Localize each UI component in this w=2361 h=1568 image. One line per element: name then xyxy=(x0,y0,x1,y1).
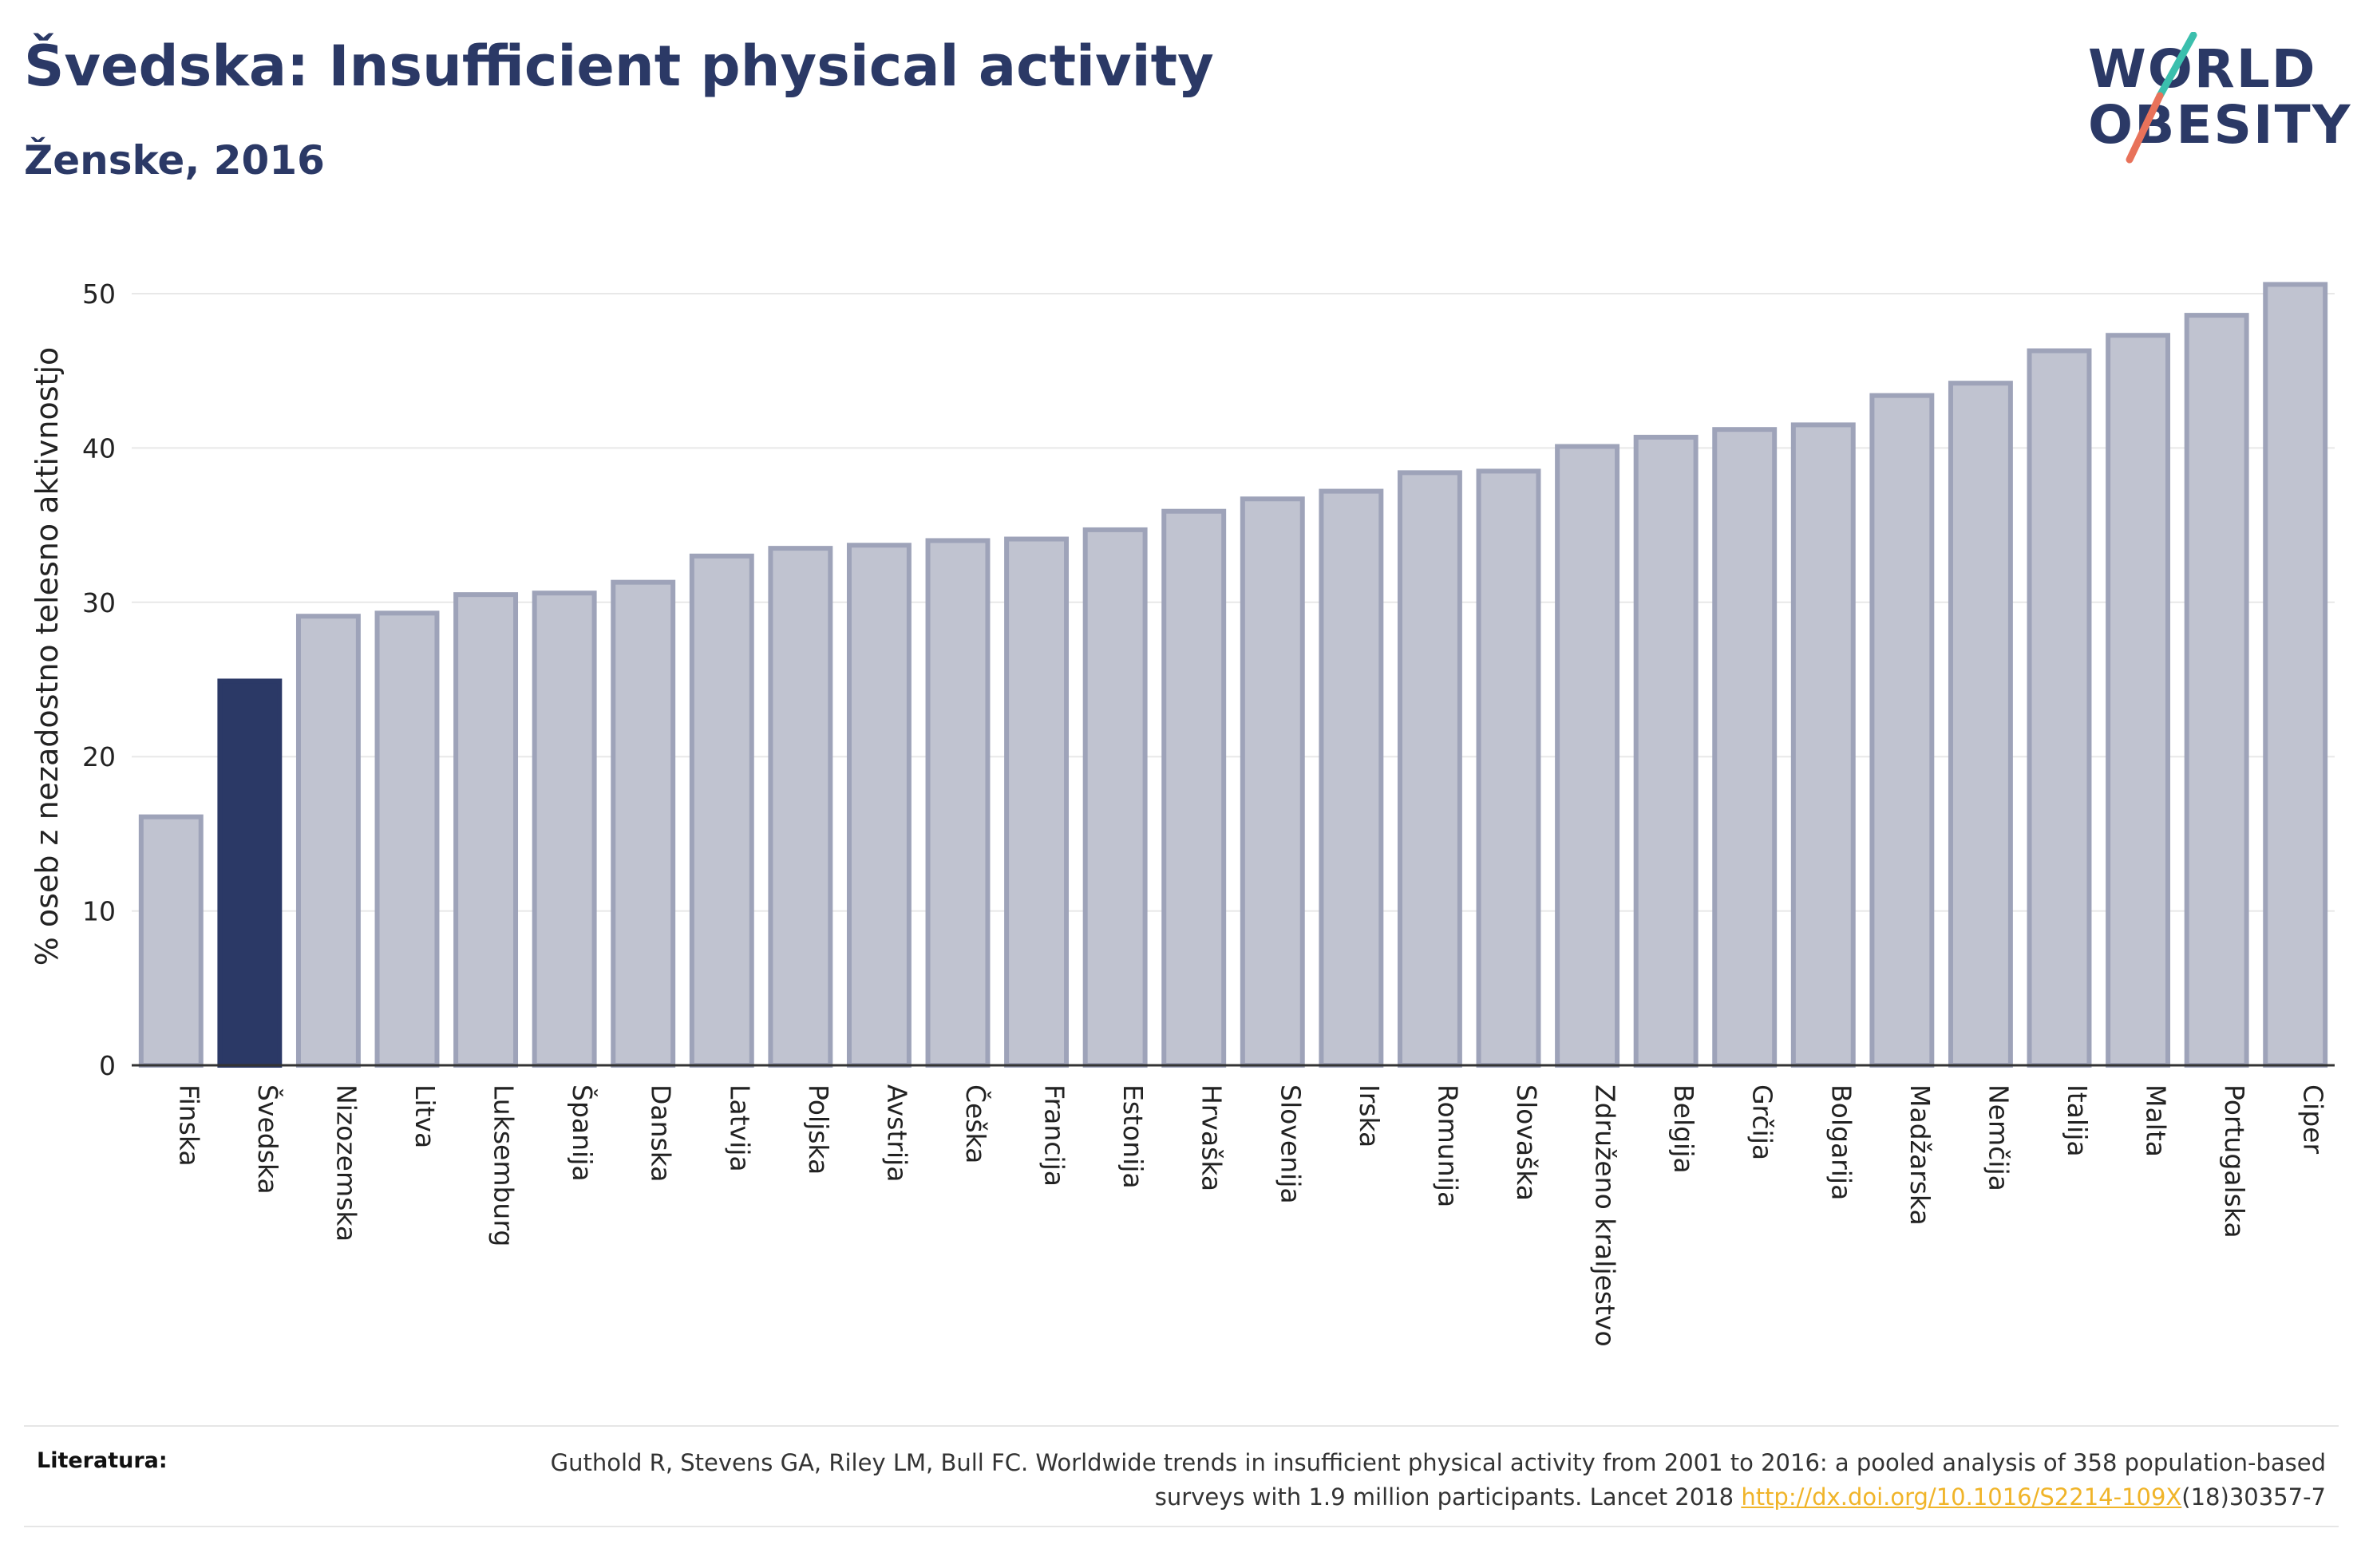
bar xyxy=(532,590,597,1068)
chart-title: Švedska: Insufficient physical activity xyxy=(24,34,1214,99)
x-tick-label: Latvija xyxy=(724,1084,755,1172)
y-tick-label: 50 xyxy=(82,278,116,310)
citation-text: Guthold R, Stevens GA, Riley LM, Bull FC… xyxy=(550,1449,2326,1511)
bar xyxy=(689,553,754,1068)
logo-line-1: WORLD xyxy=(2088,38,2317,100)
bar xyxy=(925,538,991,1068)
bar xyxy=(138,814,204,1068)
bar xyxy=(846,543,912,1068)
x-tick-label: Slovenija xyxy=(1275,1084,1306,1204)
x-tick-label: Nemčija xyxy=(1983,1084,2014,1191)
bar xyxy=(611,579,676,1068)
footer-label: Literatura: xyxy=(37,1448,168,1473)
bar xyxy=(768,546,833,1068)
bar xyxy=(1476,468,1541,1068)
logo-slash-icon xyxy=(2126,32,2197,164)
x-tick-label: Luksemburg xyxy=(488,1084,520,1246)
x-tick-label: Ciper xyxy=(2298,1084,2329,1154)
logo-line-2: OBESITY xyxy=(2088,94,2352,156)
bar xyxy=(295,614,361,1068)
x-tick-label: Finska xyxy=(173,1084,204,1167)
bar xyxy=(1633,434,1699,1068)
bar xyxy=(2184,313,2249,1068)
bar xyxy=(2106,333,2171,1068)
bar xyxy=(217,678,283,1068)
x-tick-label: Švedska xyxy=(252,1084,284,1195)
y-tick-label: 40 xyxy=(82,432,116,464)
x-tick-label: Madžarska xyxy=(1904,1084,1936,1226)
footer-citation: Guthold R, Stevens GA, Riley LM, Bull FC… xyxy=(490,1446,2326,1515)
x-tick-label: Irska xyxy=(1354,1084,1385,1147)
x-tick-label: Estonija xyxy=(1117,1084,1149,1189)
bar xyxy=(1948,381,2013,1068)
x-tick-label: Poljska xyxy=(803,1084,834,1175)
y-tick-label: 0 xyxy=(99,1050,116,1081)
x-tick-label: Romunija xyxy=(1432,1084,1463,1207)
x-tick-label: Hrvaška xyxy=(1196,1084,1228,1191)
bar xyxy=(1319,488,1384,1068)
x-tick-label: Belgija xyxy=(1668,1084,1699,1174)
bar xyxy=(1397,470,1462,1068)
bar xyxy=(1161,508,1227,1068)
footer-divider-bottom xyxy=(24,1526,2339,1527)
citation-link[interactable]: http://dx.doi.org/10.1016/S2214-109X xyxy=(1741,1483,2182,1511)
bar-chart: 0 10 20 30 40 50 Finska Švedska Nizozemska Litva L… xyxy=(30,278,2335,1347)
bar xyxy=(1790,422,1856,1068)
y-axis-label: % oseb z nezadostno telesno aktivnostjo xyxy=(30,347,65,966)
world-obesity-logo: WORLD OBESITY xyxy=(2075,32,2350,176)
y-tick-label: 20 xyxy=(82,741,116,772)
x-tick-label: Nizozemska xyxy=(330,1084,362,1242)
bar xyxy=(453,592,519,1068)
bar xyxy=(1240,496,1305,1068)
bar xyxy=(1555,444,1620,1068)
bar xyxy=(374,610,440,1068)
x-tick-label: Danska xyxy=(646,1084,677,1183)
x-tick-label: Bolgarija xyxy=(1825,1084,1857,1200)
bar xyxy=(2263,282,2328,1068)
bar xyxy=(1082,527,1148,1068)
citation-suffix: (18)30357-7 xyxy=(2181,1483,2326,1511)
x-tick-label: Italija xyxy=(2062,1084,2093,1157)
footer-divider-top xyxy=(24,1425,2339,1427)
x-tick-label: Slovaška xyxy=(1511,1084,1542,1201)
x-tick-label: Portugalska xyxy=(2219,1084,2250,1238)
bar xyxy=(1004,536,1070,1068)
bar xyxy=(1869,393,1935,1068)
x-tick-label: Avstrija xyxy=(881,1084,912,1182)
x-tick-label: Grčija xyxy=(1747,1084,1778,1160)
bar xyxy=(2027,348,2092,1068)
x-tick-label: Litva xyxy=(409,1084,441,1148)
bar xyxy=(1712,427,1778,1068)
chart-subtitle: Ženske, 2016 xyxy=(24,137,325,184)
x-tick-label: Združeno kraljestvo xyxy=(1590,1084,1621,1347)
x-tick-label: Malta xyxy=(2141,1084,2172,1157)
y-tick-label: 30 xyxy=(82,587,116,618)
x-tick-label: Češka xyxy=(960,1084,992,1163)
x-tick-label: Španija xyxy=(567,1084,599,1182)
y-tick-label: 10 xyxy=(82,896,116,927)
x-tick-label: Francija xyxy=(1039,1084,1070,1187)
